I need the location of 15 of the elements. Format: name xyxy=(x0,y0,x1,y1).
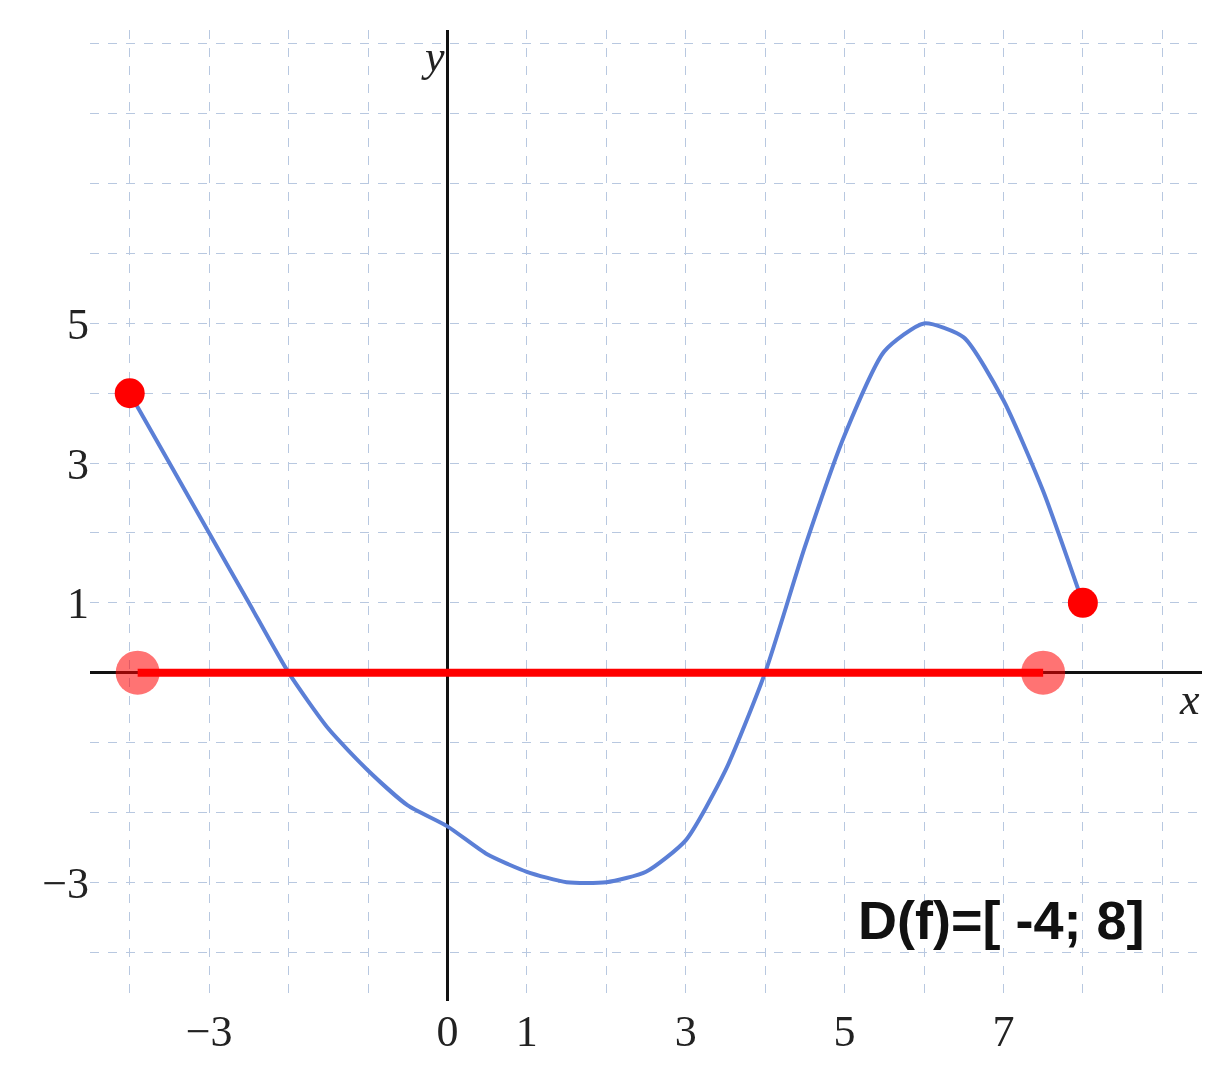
y-axis-title: y xyxy=(421,32,445,81)
point xyxy=(1067,587,1098,618)
point xyxy=(114,378,145,409)
y-tick-label: −3 xyxy=(42,858,89,908)
x-tick-label: 3 xyxy=(674,1007,697,1056)
y-tick-label: 5 xyxy=(67,299,89,349)
x-tick-label: −3 xyxy=(185,1007,233,1056)
y-tick-label: 1 xyxy=(67,579,89,629)
x-axis-title: x xyxy=(1179,675,1200,724)
x-tick-label: 5 xyxy=(833,1007,856,1056)
x-tick-label: 1 xyxy=(515,1007,538,1056)
y-tick-label: 3 xyxy=(67,439,89,489)
annotation: D(f)=[ -4; 8] xyxy=(858,890,1145,950)
x-tick-label: 7 xyxy=(992,1007,1015,1056)
x-tick-label: 0 xyxy=(436,1007,459,1056)
